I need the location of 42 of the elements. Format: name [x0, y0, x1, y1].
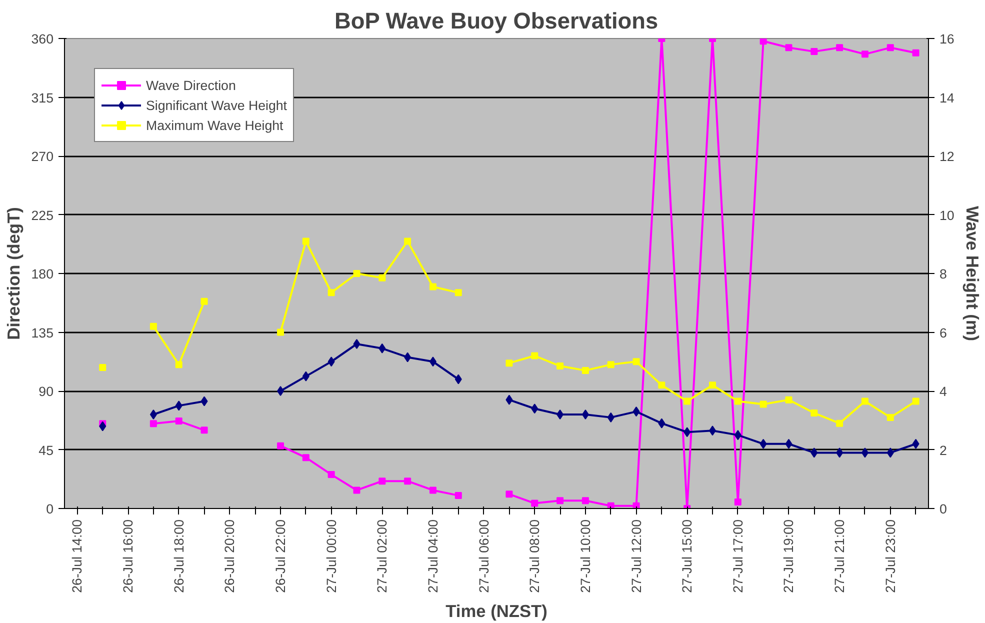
x-tick-label: 26-Jul 14:00 [70, 519, 85, 593]
y2-tick-label: 4 [940, 384, 948, 399]
y-axis-title: Direction (degT) [3, 207, 24, 340]
x-tick-label: 26-Jul 16:00 [120, 519, 136, 593]
y-tick-label: 180 [31, 266, 54, 282]
x-tick-label: 27-Jul 10:00 [578, 519, 593, 593]
chart-title: BoP Wave Buoy Observations [334, 8, 658, 34]
x-tick-label: 26-Jul 22:00 [273, 519, 288, 593]
x-tick-label: 27-Jul 17:00 [730, 519, 746, 593]
x-tick-label: 27-Jul 23:00 [882, 519, 898, 593]
y2-tick-label: 12 [940, 149, 954, 164]
y2-tick-label: 10 [940, 208, 954, 223]
x-tick-label: 27-Jul 02:00 [374, 519, 390, 593]
y-tick-label: 270 [31, 149, 54, 164]
y2-tick-label: 16 [940, 32, 954, 46]
y2-tick-label: 6 [940, 325, 947, 340]
y-tick-label: 135 [31, 325, 54, 340]
legend-label: Maximum Wave Height [146, 118, 284, 132]
y-tick-label: 0 [46, 502, 54, 516]
y-tick-label: 360 [31, 32, 54, 46]
y2-tick-label: 0 [940, 502, 947, 516]
x-tick-label: 26-Jul 20:00 [222, 519, 238, 593]
y2-tick-label: 8 [940, 266, 947, 282]
y2-tick-label: 2 [940, 442, 947, 458]
y-tick-label: 90 [38, 384, 54, 399]
y2-axis-title: Wave Height (m) [962, 206, 982, 342]
x-tick-label: 27-Jul 04:00 [425, 519, 440, 593]
legend-label: Wave Direction [146, 78, 236, 92]
y-tick-label: 225 [31, 208, 54, 223]
x-tick-label: 27-Jul 15:00 [680, 519, 695, 593]
x-tick-label: 27-Jul 12:00 [628, 519, 644, 593]
x-tick-label: 26-Jul 18:00 [171, 519, 186, 593]
y2-tick-label: 14 [940, 90, 955, 106]
y-tick-label: 315 [31, 90, 54, 106]
y-tick-label: 45 [38, 442, 54, 458]
x-axis-title: Time (NZST) [446, 600, 548, 621]
x-tick-label: 27-Jul 00:00 [324, 519, 339, 593]
x-tick-label: 27-Jul 08:00 [527, 519, 542, 593]
x-tick-label: 27-Jul 06:00 [476, 519, 492, 593]
legend-label: Significant Wave Height [146, 98, 287, 112]
x-tick-label: 27-Jul 19:00 [781, 519, 796, 593]
x-tick-label: 27-Jul 21:00 [832, 519, 848, 593]
